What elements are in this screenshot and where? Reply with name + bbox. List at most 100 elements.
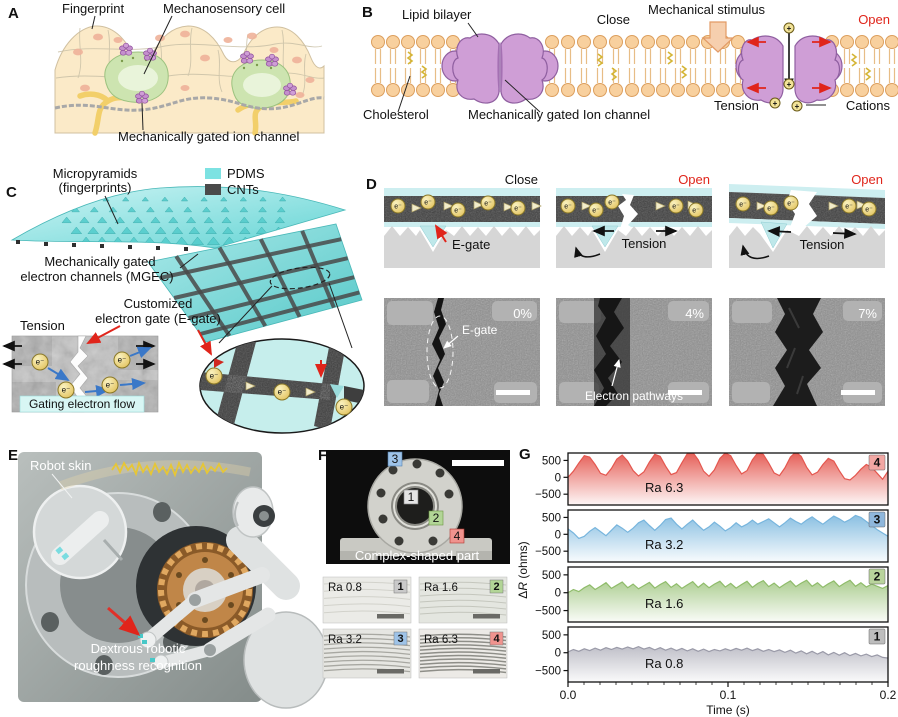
y-axis-label: ΔR (ohms) bbox=[516, 541, 530, 598]
turning-mark bbox=[419, 647, 507, 652]
e-caption-2: roughness recognition bbox=[74, 658, 202, 673]
micropyramid bbox=[150, 216, 161, 224]
micropyramids-label-1: Micropyramids bbox=[53, 166, 138, 181]
tag-2: 2 bbox=[433, 511, 440, 525]
panel-b: B + + + + Lipid bilayer Close Cholesterol M… bbox=[362, 2, 898, 122]
electron-symbol: e⁻ bbox=[608, 200, 616, 207]
micropyramid bbox=[220, 206, 230, 213]
mechanosensory-cells bbox=[104, 51, 291, 109]
cation bbox=[769, 97, 781, 109]
tile-ra-label: Ra 3.2 bbox=[328, 634, 362, 646]
electron-symbol: e⁻ bbox=[424, 200, 432, 207]
lipid-head bbox=[686, 83, 700, 97]
electron-symbol: e⁻ bbox=[278, 388, 287, 397]
micropyramids-label-2: (fingerprints) bbox=[59, 180, 132, 195]
ion-channel-label: Mechanically gated ion channel bbox=[118, 129, 300, 144]
lipid-head bbox=[641, 35, 655, 49]
micropyramid bbox=[97, 216, 108, 224]
turning-mark bbox=[323, 610, 411, 615]
lipid-head bbox=[686, 35, 700, 49]
micropyramid bbox=[146, 206, 155, 213]
lipid-head bbox=[641, 83, 655, 97]
lipid-head bbox=[431, 35, 445, 49]
micropyramid bbox=[171, 226, 184, 234]
lipid-bilayer-label: Lipid bilayer bbox=[402, 7, 472, 22]
lipid-head bbox=[625, 35, 639, 49]
tag-4: 4 bbox=[454, 529, 461, 543]
turning-mark bbox=[323, 603, 411, 608]
panel-d-letter: D bbox=[366, 176, 377, 193]
wave-area bbox=[568, 580, 888, 622]
x-axis-label: Time (s) bbox=[706, 703, 750, 717]
gating-banner bbox=[19, 395, 145, 413]
tension-label-c: Tension bbox=[20, 318, 65, 333]
turning-mark bbox=[419, 605, 507, 610]
panel-a-letter: A bbox=[8, 5, 19, 22]
fingerprint-leader bbox=[91, 15, 96, 30]
cation-plus: + bbox=[787, 80, 792, 89]
micropyramid bbox=[239, 206, 249, 213]
lipid-head bbox=[431, 83, 445, 97]
panel-b-letter: B bbox=[362, 4, 373, 21]
roughness-tile: Ra 6.3 4 bbox=[418, 628, 508, 679]
sem-0pct-strain: 0% bbox=[513, 306, 532, 321]
wave-area bbox=[568, 515, 888, 562]
micropyramid bbox=[188, 226, 201, 234]
cation-plus: + bbox=[773, 99, 778, 108]
tension-label: Tension bbox=[714, 98, 759, 113]
lipid-head bbox=[371, 83, 385, 97]
d-close-label: Close bbox=[505, 172, 538, 187]
electron-direction-arrow bbox=[411, 203, 422, 213]
micropyramid bbox=[259, 196, 267, 202]
micropyramid bbox=[239, 226, 251, 234]
turning-mark bbox=[419, 658, 507, 663]
micropyramid bbox=[278, 196, 287, 202]
cnt-line bbox=[199, 290, 360, 336]
chart-badge bbox=[868, 568, 886, 585]
electron-symbol: e⁻ bbox=[484, 201, 492, 208]
electron-ball bbox=[113, 351, 131, 369]
stimulus-arrow bbox=[701, 21, 735, 53]
chart-ra-label: Ra 1.6 bbox=[645, 596, 683, 611]
micropyramid bbox=[185, 216, 197, 224]
roughness-tile: Ra 1.6 2 bbox=[418, 576, 508, 624]
wave-area bbox=[568, 453, 888, 505]
egate-crack-open bbox=[618, 194, 638, 229]
micropyramid bbox=[258, 206, 267, 213]
tile-scale-bar bbox=[377, 614, 404, 619]
e-caption-1: Dextrous robotic bbox=[91, 641, 186, 656]
scale-bar bbox=[452, 460, 504, 466]
electron-ball bbox=[101, 376, 119, 394]
ion-channel-closed bbox=[441, 33, 559, 104]
turning-mark bbox=[419, 644, 507, 649]
lipid-head bbox=[416, 35, 430, 49]
lipid-head bbox=[885, 83, 898, 97]
x-tick-label: 0.1 bbox=[720, 688, 737, 702]
pyramid-edge-dots bbox=[16, 240, 188, 251]
gate-pyramid bbox=[330, 384, 344, 398]
cations-graphic: + + + + bbox=[769, 22, 803, 112]
chart-badge-num: 2 bbox=[874, 570, 881, 584]
mgec-label-2: electron channels (MGEC) bbox=[20, 269, 173, 284]
cation-plus: + bbox=[795, 102, 800, 111]
ylabel-units: (ohms) bbox=[516, 541, 530, 582]
egate-inset: Gating electron flow bbox=[2, 335, 159, 413]
electron-direction-arrow bbox=[828, 201, 839, 211]
part-photo: 3 1 2 4 Complex-shaped part bbox=[326, 450, 510, 564]
electron-ball bbox=[668, 198, 684, 214]
y-tick-label: 500 bbox=[542, 512, 561, 524]
zoom-dashed-ellipse bbox=[269, 266, 331, 290]
electron-ball bbox=[841, 198, 857, 214]
panel-e: E bbox=[8, 447, 329, 709]
panel-f: F 3 1 2 4 Complex-shaped part Ra 0.8 1 Ra … bbox=[318, 447, 510, 679]
electron-ball bbox=[783, 195, 799, 211]
electron-symbol: e⁻ bbox=[394, 204, 402, 211]
micropyramid bbox=[221, 216, 232, 224]
y-tick-label: 0 bbox=[555, 472, 561, 484]
close-label: Close bbox=[597, 12, 630, 27]
micropyramid bbox=[255, 226, 268, 234]
cholesterol-squiggles bbox=[406, 51, 872, 81]
lipid-head bbox=[561, 83, 575, 97]
turning-mark bbox=[419, 599, 507, 604]
